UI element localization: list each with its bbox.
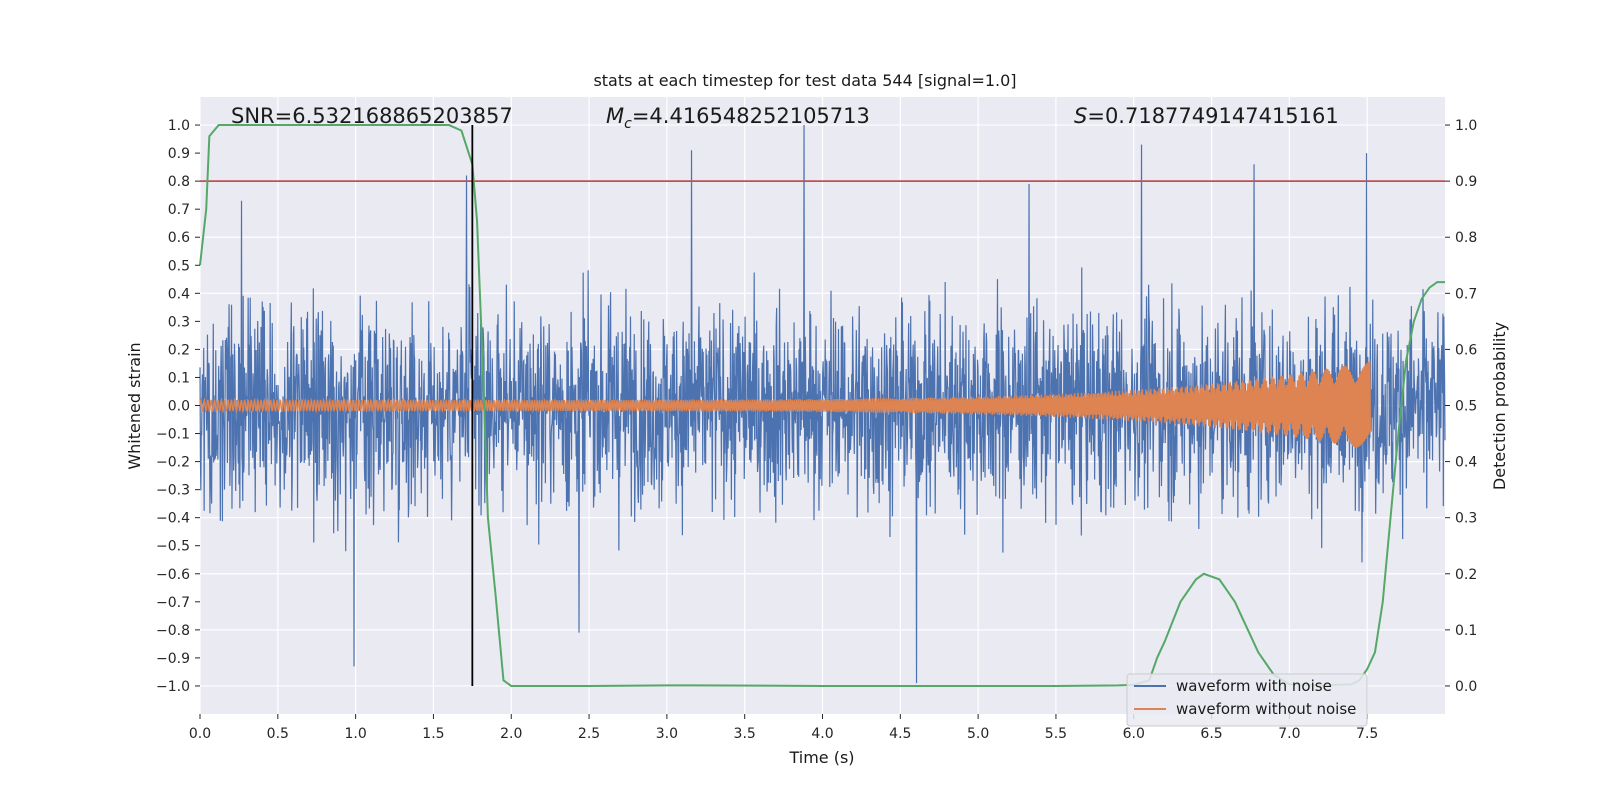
y2-tick-label: 0.4	[1455, 455, 1477, 471]
y2-axis-label: Detection probability	[1490, 322, 1509, 490]
y2-tick-label: 0.0	[1455, 679, 1477, 695]
x-axis-label: Time (s)	[788, 748, 854, 767]
y-tick-label: 0.4	[168, 286, 190, 302]
y-tick-label: 0.0	[168, 399, 190, 415]
y-tick-label: 0.3	[168, 314, 190, 330]
y-tick-label: 0.9	[168, 146, 190, 162]
s-annotation: S=0.7187749147415161	[1074, 104, 1339, 128]
y-tick-label: 0.8	[168, 174, 190, 190]
x-tick-label: 6.0	[1123, 726, 1145, 742]
detection-probability-series	[199, 124, 1445, 687]
x-tick-label: 2.0	[500, 726, 522, 742]
x-tick-label: 0.5	[267, 726, 289, 742]
x-tick-label: 2.5	[578, 726, 600, 742]
y-tick-label: −0.3	[156, 483, 190, 499]
x-tick-label: 7.5	[1356, 726, 1378, 742]
y-axis-label: Whitened strain	[125, 342, 144, 469]
x-tick-label: 1.0	[344, 726, 366, 742]
y-tick-label: −0.8	[156, 623, 190, 639]
x-tick-label: 3.5	[734, 726, 756, 742]
chirp-mass-annotation: Mc=4.416548252105713	[606, 104, 870, 132]
y-tick-label: −0.1	[156, 427, 190, 443]
right-axis-ticks: 1.0 0.9 0.8 0.7 0.6 0.5 0.4 0.3 0.2 0.1 0.0	[1445, 118, 1477, 695]
chart-title: stats at each timestep for test data 544…	[593, 71, 1016, 90]
y-tick-label: −0.2	[156, 455, 190, 471]
chirp-mass-symbol: M	[606, 104, 624, 128]
probability-curve	[199, 124, 1445, 687]
chirp-mass-value: =4.416548252105713	[632, 104, 870, 128]
left-axis-ticks: 1.0 0.9 0.8 0.7 0.6 0.5 0.4 0.3 0.2 0.1 0.0 −0.1 −0.…	[156, 118, 200, 695]
chirp-mass-subscript: c	[624, 116, 632, 132]
y-tick-label: −0.9	[156, 651, 190, 667]
y-tick-label: −0.7	[156, 595, 190, 611]
y2-tick-label: 0.8	[1455, 230, 1477, 246]
y2-tick-label: 0.1	[1455, 623, 1477, 639]
x-tick-label: 4.5	[889, 726, 911, 742]
x-tick-label: 4.0	[811, 726, 833, 742]
y-tick-label: −1.0	[156, 679, 190, 695]
s-value: =0.7187749147415161	[1087, 104, 1338, 128]
x-tick-label: 6.5	[1200, 726, 1222, 742]
legend: waveform with noise waveform without noi…	[1126, 673, 1368, 727]
x-tick-label: 5.5	[1045, 726, 1067, 742]
y-tick-label: −0.4	[156, 511, 190, 527]
legend-label-noise: waveform with noise	[1176, 677, 1332, 695]
y2-tick-label: 1.0	[1455, 118, 1477, 134]
noise-trace	[199, 125, 1446, 684]
legend-box	[1126, 673, 1368, 727]
y-tick-label: 1.0	[168, 118, 190, 134]
legend-label-clean: waveform without noise	[1176, 700, 1356, 718]
y2-tick-label: 0.7	[1455, 286, 1477, 302]
x-tick-label: 7.0	[1278, 726, 1300, 742]
x-axis-ticks: 0.0 0.5 1.0 1.5 2.0 2.5 3.0 3.5 4.0 4.5 5.0 5.5 6.0 6…	[189, 714, 1378, 742]
y2-tick-label: 0.5	[1455, 399, 1477, 415]
x-tick-label: 0.0	[189, 726, 211, 742]
waveform-with-noise-series	[199, 125, 1446, 684]
y-tick-label: 0.1	[168, 370, 190, 386]
y2-tick-label: 0.2	[1455, 567, 1477, 583]
y2-tick-label: 0.6	[1455, 342, 1477, 358]
chirp-trace	[199, 361, 1371, 448]
s-symbol: S	[1074, 104, 1087, 128]
waveform-without-noise-series	[199, 361, 1371, 448]
y-tick-label: −0.6	[156, 567, 190, 583]
y-tick-label: −0.5	[156, 539, 190, 555]
y-tick-label: 0.6	[168, 230, 190, 246]
y-tick-label: 0.5	[168, 258, 190, 274]
y-tick-label: 0.2	[168, 342, 190, 358]
x-tick-label: 1.5	[422, 726, 444, 742]
x-tick-label: 3.0	[656, 726, 678, 742]
snr-annotation: SNR=6.532168865203857	[231, 104, 513, 128]
y2-tick-label: 0.9	[1455, 174, 1477, 190]
y-tick-label: 0.7	[168, 202, 190, 218]
y2-tick-label: 0.3	[1455, 511, 1477, 527]
x-tick-label: 5.0	[967, 726, 989, 742]
